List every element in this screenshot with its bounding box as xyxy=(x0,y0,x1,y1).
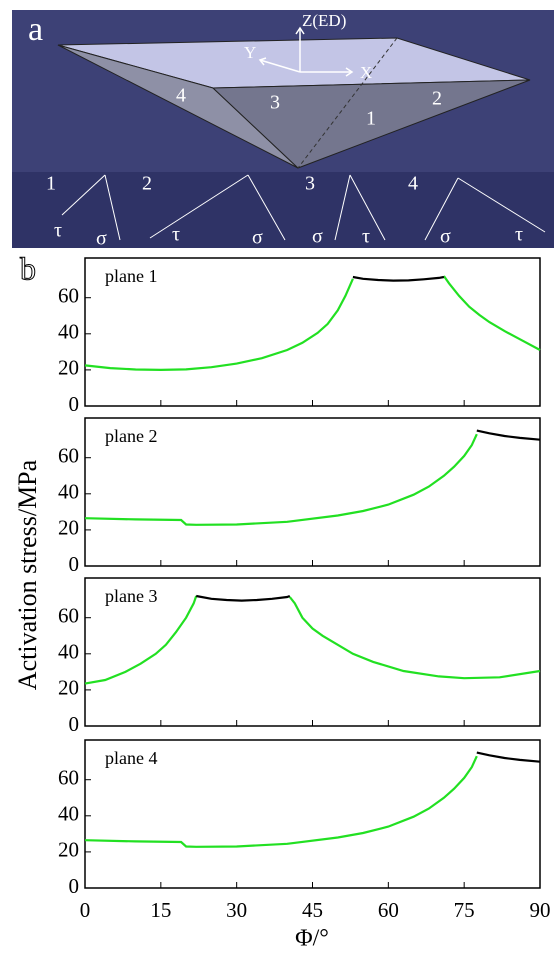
hidden-edge xyxy=(297,37,398,169)
x-tick-label: 15 xyxy=(150,898,171,922)
series-line xyxy=(476,751,541,763)
y-tick-label: 40 xyxy=(58,802,79,826)
front-face xyxy=(211,79,531,169)
stress-label: τ xyxy=(515,224,523,246)
axes-arrows xyxy=(258,26,354,77)
stress-label: τ xyxy=(54,220,62,242)
y-tick-label: 0 xyxy=(69,552,80,576)
y-tick-label: 0 xyxy=(69,392,80,416)
panel-letter: a xyxy=(28,11,43,48)
axis-label: X xyxy=(360,63,372,82)
axis-label: Z(ED) xyxy=(302,11,346,30)
stress-label: τ xyxy=(172,224,180,246)
face-label: 1 xyxy=(366,108,376,130)
y-tick-label: 60 xyxy=(58,444,79,468)
plane-label: 2 xyxy=(142,173,152,195)
series-line xyxy=(352,275,445,282)
y-tick-label: 20 xyxy=(58,838,79,862)
x-tick-label: 45 xyxy=(302,898,323,922)
y-tick-label: 20 xyxy=(58,516,79,540)
stress-label: σ xyxy=(96,228,107,250)
x-tick-label: 30 xyxy=(226,898,247,922)
plane-label: 4 xyxy=(408,173,418,195)
y-tick-label: 60 xyxy=(58,284,79,308)
chart-title: plane 4 xyxy=(105,748,157,768)
chart-title: plane 2 xyxy=(105,426,157,446)
stress-arrows xyxy=(61,174,546,241)
stress-label: σ xyxy=(440,226,451,248)
x-axis-label: Φ/° xyxy=(295,926,329,952)
y-tick-label: 60 xyxy=(58,604,79,628)
plane-label: 1 xyxy=(46,173,56,195)
y-tick-label: 20 xyxy=(58,356,79,380)
x-tick-label: 0 xyxy=(80,898,91,922)
face-label: 2 xyxy=(432,88,442,110)
panel-a-strip xyxy=(12,172,554,248)
y-tick-label: 0 xyxy=(69,874,80,898)
panel-letter: b xyxy=(20,250,36,286)
x-tick-label: 75 xyxy=(454,898,475,922)
y-tick-label: 40 xyxy=(58,320,79,344)
x-tick-label: 90 xyxy=(530,898,551,922)
series-line xyxy=(84,433,478,526)
plane-label: 3 xyxy=(305,173,315,195)
series-line xyxy=(84,595,541,685)
series-line xyxy=(84,275,541,372)
y-tick-label: 20 xyxy=(58,676,79,700)
stress-label: τ xyxy=(362,226,370,248)
y-tick-label: 0 xyxy=(69,712,80,736)
face-label: 3 xyxy=(270,92,280,114)
chart-title: plane 1 xyxy=(105,266,157,286)
y-axis-label: Activation stress/MPa xyxy=(13,459,42,690)
y-tick-label: 40 xyxy=(58,640,79,664)
face-label: 4 xyxy=(176,85,186,107)
series-line xyxy=(476,429,541,441)
y-tick-label: 60 xyxy=(58,766,79,790)
series-line xyxy=(196,594,291,602)
stress-label: σ xyxy=(312,226,323,248)
series-line xyxy=(84,755,478,848)
x-tick-label: 60 xyxy=(378,898,399,922)
axis-label: Y xyxy=(244,43,256,62)
stress-label: σ xyxy=(252,227,263,249)
y-tick-label: 40 xyxy=(58,480,79,504)
chart-title: plane 3 xyxy=(105,586,157,606)
